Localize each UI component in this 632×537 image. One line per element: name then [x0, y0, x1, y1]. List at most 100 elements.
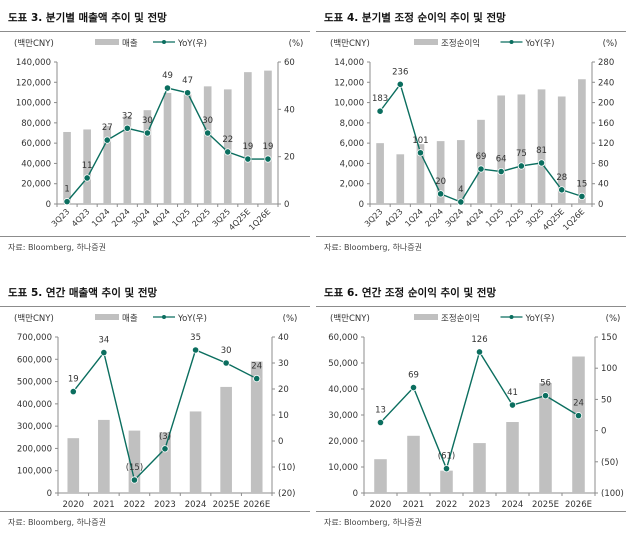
legend-line-marker: [509, 40, 514, 44]
x-tick-label: 2Q25: [190, 207, 212, 229]
yoy-point-2Q25: [517, 162, 525, 170]
source-note: 자료: Bloomberg, 하나증권: [8, 243, 107, 252]
left-axis-tick-label: 10,000: [328, 463, 358, 473]
bar-2022: [440, 470, 453, 493]
source-note: 자료: Bloomberg, 하나증권: [8, 518, 107, 527]
left-axis-tick-label: 0: [359, 200, 364, 210]
left-axis-tick-label: 12,000: [334, 78, 364, 88]
right-axis-tick-label: 0: [598, 200, 603, 210]
figure-3-chart: (백만CNY) (%) 매출 YoY(우) 0 20,000 40,000 60,000 80,…: [14, 38, 303, 232]
left-axis-tick-label: 10,000: [334, 99, 364, 109]
yoy-data-label: 20: [435, 177, 446, 187]
left-axis-tick-label: 200,000: [17, 444, 52, 454]
legend-bar-label: 매출: [122, 313, 138, 324]
source-divider: [316, 236, 626, 237]
yoy-data-label: (61): [438, 452, 455, 462]
bar-1Q25: [497, 95, 506, 204]
yoy-data-label: 30: [202, 116, 213, 126]
x-tick-label: 2Q24: [423, 207, 445, 229]
legend-bar-label: 매출: [122, 38, 138, 49]
left-axis-tick-label: 2,000: [340, 180, 364, 190]
bar-2021: [407, 435, 420, 493]
right-axis-tick-label: 60: [284, 58, 295, 68]
yoy-data-label: 32: [122, 111, 133, 121]
x-tick-label: 2022: [436, 500, 458, 510]
source-divider: [316, 511, 626, 512]
left-axis-tick-label: 80,000: [21, 119, 51, 129]
legend-bar-swatch: [95, 39, 119, 45]
legend-bar-label: 조정순이익: [441, 38, 480, 49]
x-tick-label: 4Q23: [70, 207, 92, 229]
x-tick-label: 2026E: [565, 500, 592, 510]
x-tick-label: 2020: [62, 500, 84, 510]
yoy-point-2024: [508, 401, 517, 409]
figure-6-title: 도표 6. 연간 조정 순이익 추이 및 전망: [324, 287, 497, 299]
yoy-data-label: (15): [126, 463, 143, 473]
yoy-data-label: 22: [222, 135, 233, 145]
yoy-point-1Q25: [183, 89, 192, 97]
yoy-data-label: 11: [82, 161, 93, 171]
yoy-point-1Q24: [103, 136, 111, 144]
bar-1Q25: [183, 94, 192, 204]
right-axis-tick-label: 120: [598, 139, 614, 149]
yoy-data-label: 19: [242, 142, 253, 152]
yoy-data-label: 75: [516, 149, 527, 159]
left-axis-tick-label: 6,000: [340, 139, 364, 149]
figure-3-title: 도표 3. 분기별 매출액 추이 및 전망: [8, 12, 167, 24]
bar-2026E: [250, 361, 263, 493]
yoy-point-3Q25: [537, 159, 546, 167]
bar-2020: [374, 459, 387, 493]
yoy-point-4Q24: [163, 84, 172, 92]
left-axis-tick-label: 20,000: [21, 180, 51, 190]
x-tick-label: 1Q26E: [247, 207, 272, 232]
yoy-data-label: 101: [412, 136, 428, 146]
source-divider: [0, 511, 310, 512]
yoy-point-1Q24: [416, 149, 425, 157]
yoy-point-4Q24: [477, 165, 485, 173]
right-axis-tick-label: 40: [284, 105, 295, 115]
yoy-data-label: 126: [471, 335, 487, 345]
yoy-point-2022: [442, 465, 451, 473]
yoy-point-2026E: [574, 412, 583, 420]
x-tick-label: 2020: [370, 500, 392, 510]
right-axis-tick-label: (20): [278, 489, 295, 499]
x-tick-label: 2024: [502, 500, 524, 510]
left-axis-tick-label: 40,000: [328, 385, 358, 395]
yoy-point-2Q24: [437, 190, 445, 198]
figure-5-panel: 도표 5. 연간 매출액 추이 및 전망 (백만CNY) (%) 매출 YoY(우) 0…: [0, 275, 310, 537]
yoy-point-3Q25: [224, 148, 232, 156]
x-tick-label: 1Q25: [484, 207, 506, 229]
x-tick-label: 2024: [185, 500, 207, 510]
title-divider: [0, 306, 310, 307]
yoy-data-label: 34: [98, 336, 109, 346]
x-tick-label: 1Q24: [90, 207, 112, 229]
legend-line-label: YoY(우): [525, 39, 555, 49]
yoy-point-3Q23: [63, 198, 71, 206]
left-axis-tick-label: 700,000: [17, 333, 52, 343]
x-tick-label: 2Q25: [504, 207, 526, 229]
yoy-data-label: 28: [556, 173, 567, 183]
yoy-point-2Q25: [204, 129, 212, 137]
right-axis-tick-label: 0: [601, 427, 606, 437]
bar-2Q25: [203, 86, 212, 204]
source-note: 자료: Bloomberg, 하나증권: [324, 518, 423, 527]
bar-3Q24: [456, 140, 465, 204]
y2-axis-unit-label: (%): [283, 314, 298, 324]
x-tick-label: 3Q24: [444, 207, 466, 229]
yoy-point-2025E: [222, 359, 230, 367]
bar-4Q25E: [557, 96, 566, 204]
bar-3Q23: [63, 131, 71, 204]
yoy-point-2022: [130, 476, 139, 484]
yoy-point-4Q23: [396, 80, 404, 88]
x-tick-label: 2025E: [532, 500, 559, 510]
yoy-point-1Q26E: [578, 192, 586, 200]
bar-1Q24: [416, 144, 425, 204]
right-axis-tick-label: 50: [601, 395, 612, 405]
bar-4Q24: [477, 119, 485, 204]
x-tick-label: 2021: [403, 500, 425, 510]
yoy-data-label: 41: [507, 388, 518, 398]
right-axis-tick-label: (50): [601, 458, 618, 468]
yoy-point-4Q25E: [244, 155, 252, 163]
right-axis-tick-label: 240: [598, 78, 614, 88]
right-axis-tick-label: 10: [278, 411, 289, 421]
